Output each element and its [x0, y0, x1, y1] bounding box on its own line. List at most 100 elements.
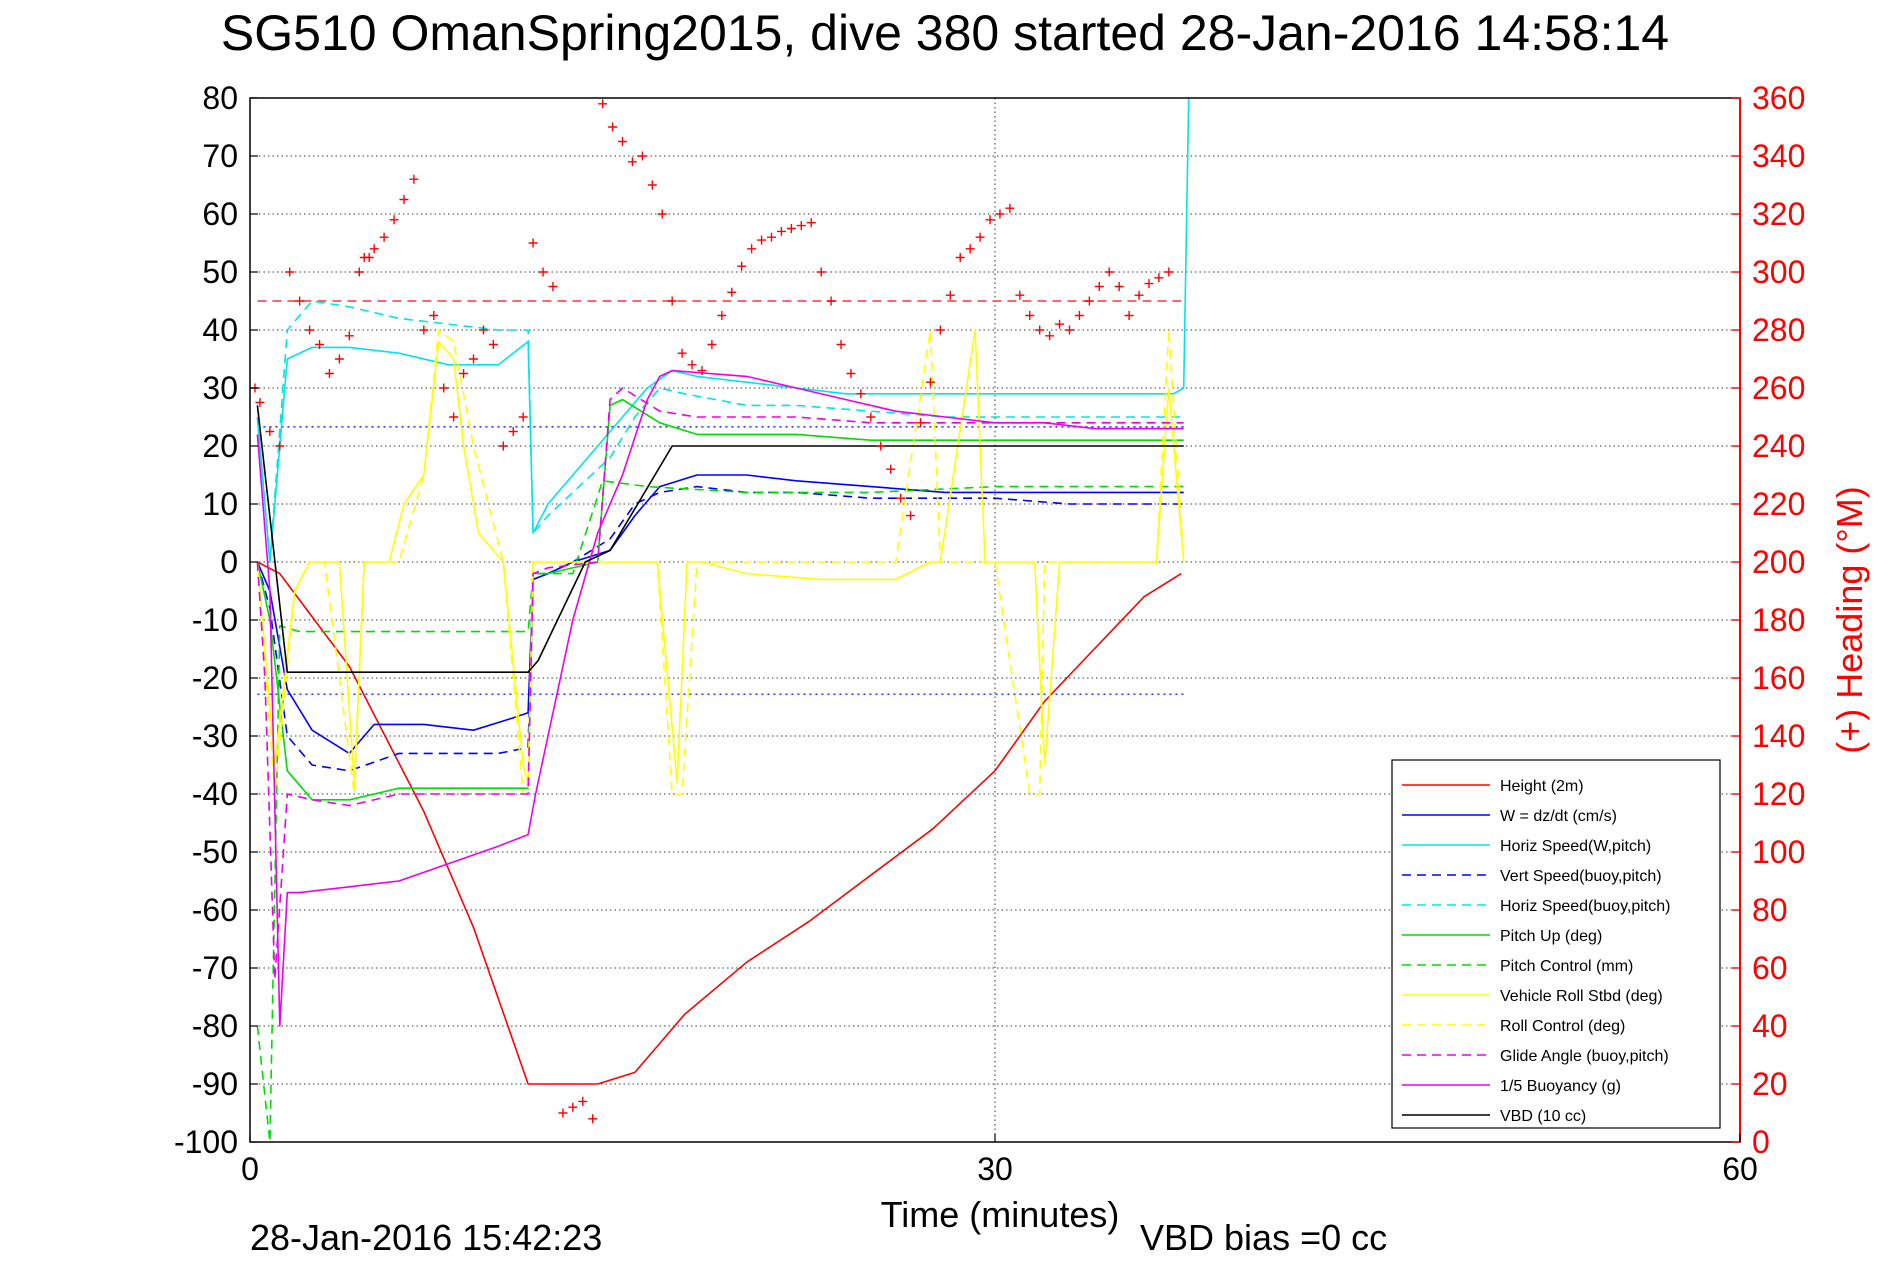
- y-tick-label: 0: [220, 544, 238, 580]
- y-tick-label: -20: [192, 660, 238, 696]
- legend: Height (2m) W = dz/dt (cm/s) Horiz Speed(W…: [1391, 759, 1721, 1129]
- legend-entry: Pitch Up (deg): [1500, 928, 1602, 945]
- heading-marker: [727, 287, 737, 297]
- heading-marker: [379, 232, 389, 242]
- heading-marker: [697, 366, 707, 376]
- y-tick-label: -30: [192, 718, 238, 754]
- footer-timestamp: 28-Jan-2016 15:42:23: [250, 1217, 602, 1258]
- heading-tick-label: 20: [1752, 1066, 1788, 1102]
- heading-marker: [399, 195, 409, 204]
- heading-marker: [1104, 267, 1114, 277]
- y-tick-label: 20: [202, 428, 238, 464]
- heading-marker: [906, 511, 916, 521]
- y-tick-label: -50: [192, 834, 238, 870]
- legend-entry: Pitch Control (mm): [1500, 958, 1633, 975]
- heading-marker: [488, 340, 498, 349]
- y-tick-label: -80: [192, 1008, 238, 1044]
- heading-marker: [518, 412, 528, 422]
- heading-marker: [354, 267, 364, 277]
- heading-marker: [786, 224, 796, 233]
- series-line: [256, 405, 1184, 674]
- legend-entry: VBD (10 cc): [1500, 1108, 1586, 1125]
- heading-tick-label: 220: [1752, 486, 1805, 522]
- heading-marker: [985, 215, 995, 225]
- heading-marker: [285, 267, 295, 277]
- heading-marker: [1005, 203, 1015, 213]
- heading-marker: [836, 340, 846, 349]
- heading-marker: [896, 493, 906, 503]
- heading-marker: [647, 180, 657, 190]
- heading-marker: [409, 174, 419, 184]
- series-line: [256, 98, 1190, 563]
- x-axis-label: Time (minutes): [881, 1194, 1120, 1235]
- heading-marker: [1114, 282, 1124, 291]
- x-axis-ticks: 0 30 60: [241, 1134, 1758, 1187]
- legend-entry: Roll Control (deg): [1500, 1018, 1625, 1035]
- y-tick-label: -90: [192, 1066, 238, 1102]
- chart-title: SG510 OmanSpring2015, dive 380 started 2…: [221, 5, 1669, 61]
- heading-marker: [305, 325, 315, 335]
- heading-tick-label: 100: [1752, 834, 1805, 870]
- heading-markers: [250, 99, 1174, 1124]
- heading-tick-label: 120: [1752, 776, 1805, 812]
- heading-marker: [1134, 290, 1144, 300]
- series-line: [256, 398, 1184, 801]
- heading-marker: [767, 232, 776, 242]
- series-line: [256, 387, 1184, 981]
- heading-marker: [965, 244, 975, 254]
- heading-marker: [558, 1108, 568, 1118]
- series-line: [256, 479, 1184, 1142]
- heading-marker: [1094, 282, 1104, 291]
- x-tick-label: 0: [241, 1151, 259, 1187]
- heading-marker: [806, 218, 816, 228]
- heading-marker: [826, 296, 836, 306]
- heading-marker: [598, 99, 608, 109]
- legend-entry: Vert Speed(buoy,pitch): [1500, 868, 1662, 885]
- heading-marker: [478, 325, 488, 335]
- y-tick-label: -10: [192, 602, 238, 638]
- plot-area: [250, 98, 1190, 1142]
- heading-marker: [627, 157, 637, 167]
- heading-marker: [886, 464, 896, 474]
- heading-marker: [548, 282, 558, 291]
- y-axis-ticks: -100-90-80-70-60-50-40-30-20-10010203040…: [174, 80, 258, 1160]
- heading-axis-label: (+) Heading (°M): [1829, 486, 1870, 753]
- heading-marker: [995, 209, 1005, 219]
- heading-marker: [816, 267, 826, 277]
- heading-marker: [975, 232, 985, 242]
- heading-marker: [717, 311, 727, 320]
- series-line: [256, 485, 1184, 772]
- y-tick-label: 40: [202, 312, 238, 348]
- heading-marker: [637, 151, 647, 161]
- heading-marker: [324, 369, 334, 378]
- heading-marker: [1055, 319, 1065, 329]
- y-tick-label: 30: [202, 370, 238, 406]
- legend-entry: Height (2m): [1500, 778, 1584, 795]
- heading-marker: [369, 244, 379, 254]
- y-tick-label: 70: [202, 138, 238, 174]
- heading-marker: [1025, 311, 1035, 320]
- heading-tick-label: 300: [1752, 254, 1805, 290]
- series-line: [256, 300, 1184, 563]
- heading-tick-label: 80: [1752, 892, 1788, 928]
- heading-marker: [1144, 279, 1154, 289]
- heading-tick-label: 180: [1752, 602, 1805, 638]
- heading-tick-label: 320: [1752, 196, 1805, 232]
- heading-marker: [618, 137, 627, 146]
- x-tick-label: 30: [977, 1151, 1013, 1187]
- heading-marker: [846, 369, 856, 378]
- heading-marker: [1074, 311, 1084, 320]
- heading-tick-label: 340: [1752, 138, 1805, 174]
- heading-marker: [538, 267, 548, 277]
- heading-marker: [429, 311, 439, 320]
- heading-tick-label: 200: [1752, 544, 1805, 580]
- heading-marker: [856, 389, 866, 399]
- heading-tick-label: 60: [1752, 950, 1788, 986]
- heading-marker: [1164, 267, 1174, 277]
- heading-tick-label: 40: [1752, 1008, 1788, 1044]
- heading-marker: [334, 354, 344, 364]
- series-line: [256, 329, 1185, 795]
- legend-entry: Glide Angle (buoy,pitch): [1500, 1048, 1669, 1065]
- heading-tick-label: 360: [1752, 80, 1805, 116]
